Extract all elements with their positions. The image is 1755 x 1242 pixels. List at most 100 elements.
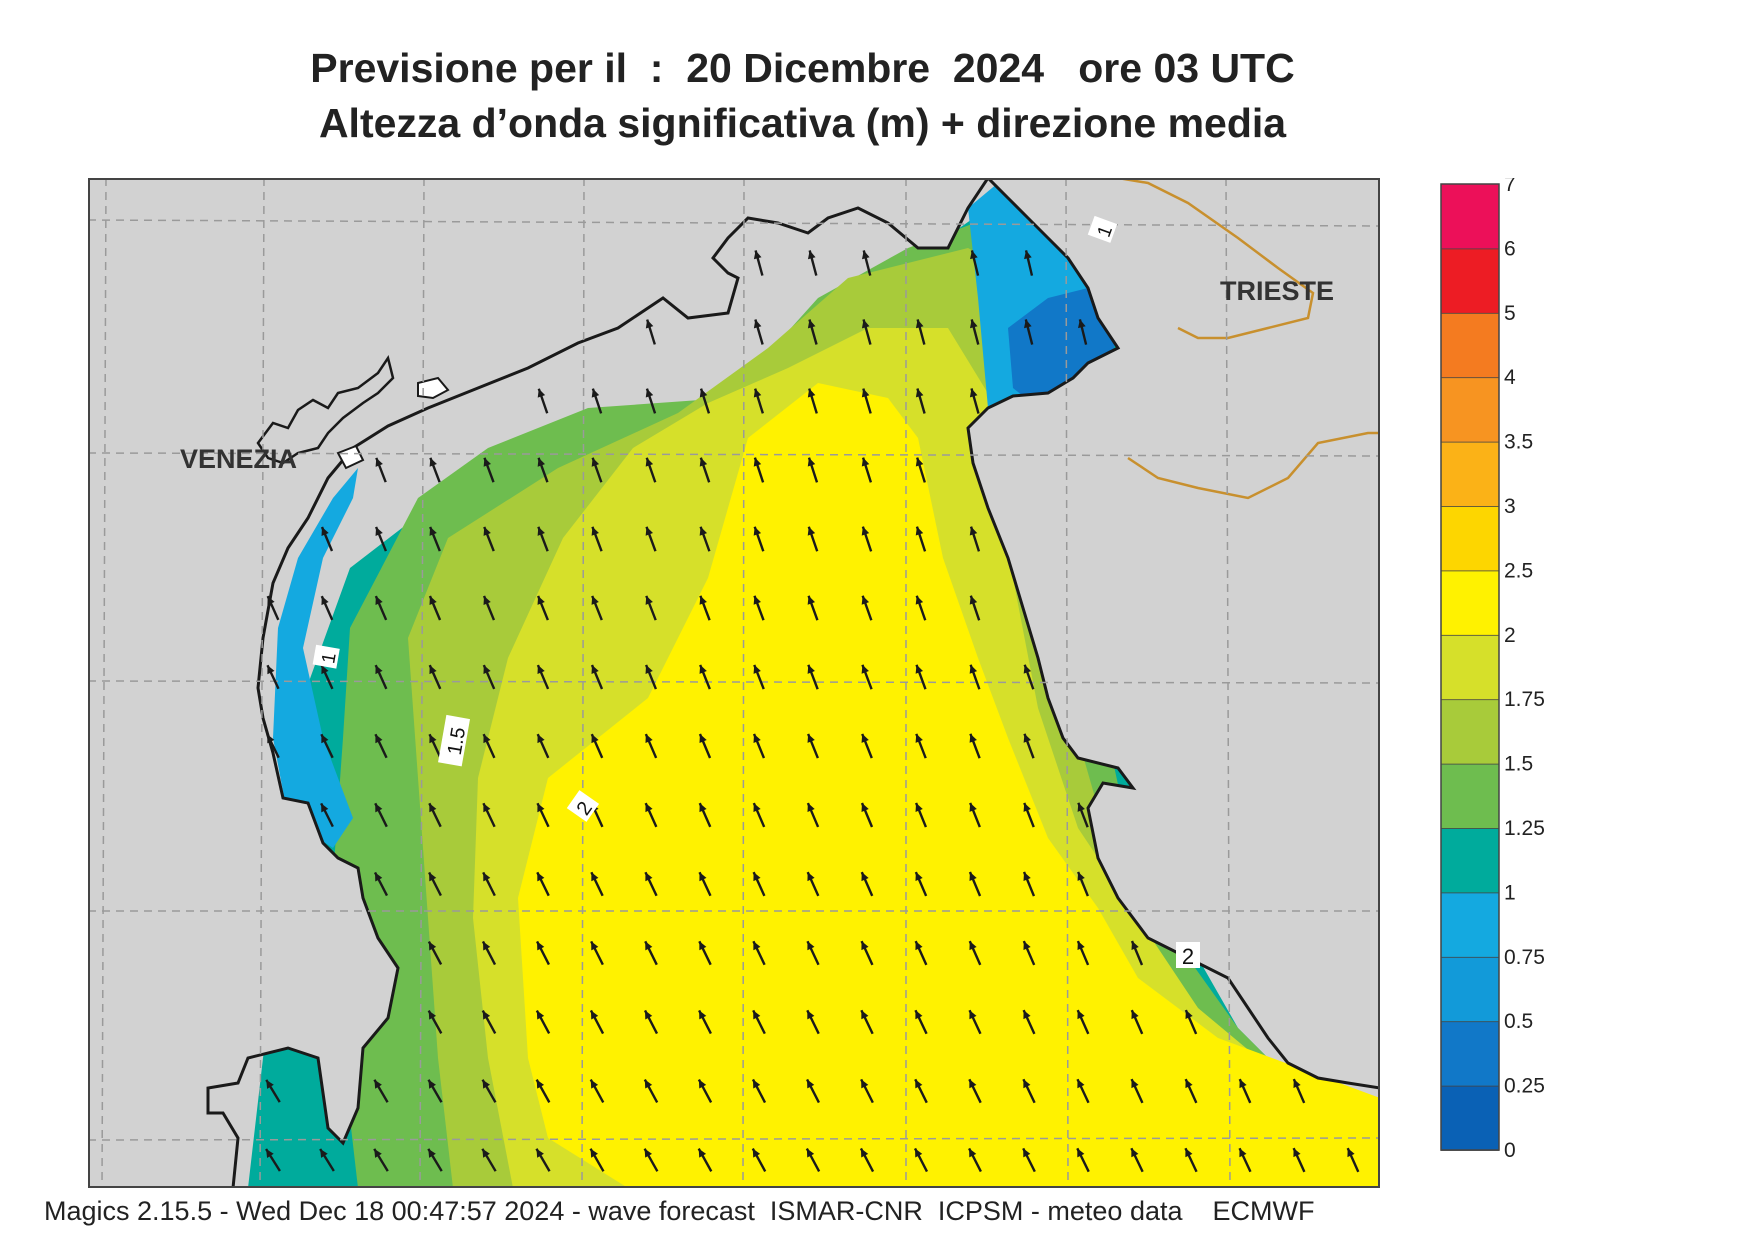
wave-arrow-head xyxy=(483,526,491,536)
wave-arrow-head xyxy=(753,526,762,536)
wave-arrow-head xyxy=(807,595,816,605)
wave-arrow-head xyxy=(915,457,924,467)
wave-arrow-head xyxy=(375,734,383,744)
wave-arrow-head xyxy=(1023,1079,1031,1089)
wave-arrow-head xyxy=(1185,1079,1193,1089)
wave-arrow-head xyxy=(644,1148,653,1158)
wave-arrow-head xyxy=(1078,319,1086,329)
wave-arrow-head xyxy=(429,803,437,813)
wave-arrow-head xyxy=(969,941,977,951)
wave-arrow-head xyxy=(483,734,491,744)
wave-arrow-head xyxy=(753,1010,761,1020)
wave-arrow-head xyxy=(861,872,869,882)
wave-arrow-head xyxy=(969,1079,977,1089)
wave-arrow-head xyxy=(807,457,816,467)
wave-arrow-head xyxy=(753,664,761,674)
colorbar-legend: 7 6 5 4 3.5 3 2.5 2 1.75 1.5 1.25 1 0.75 0.5 0.25 0 xyxy=(1440,178,1545,1162)
wave-arrow-head xyxy=(321,665,329,675)
meridian xyxy=(1065,178,1069,1188)
wave-zone-yellow xyxy=(518,383,1380,1188)
wave-arrow-head xyxy=(590,1079,599,1089)
parallel xyxy=(88,680,1380,684)
legend-tick-label: 1.5 xyxy=(1504,753,1533,776)
wave-arrow-head xyxy=(537,803,545,813)
legend-tick-label: 1.25 xyxy=(1504,817,1545,840)
lagoon-inner-island-2 xyxy=(336,444,365,470)
wave-arrow-head xyxy=(267,665,275,675)
wave-arrow-head xyxy=(753,319,762,329)
wave-arrow-head xyxy=(915,941,923,951)
wave-arrow-head xyxy=(375,596,383,606)
wave-arrow-head xyxy=(861,457,870,467)
wave-arrow-head xyxy=(429,665,437,675)
wave-arrow-head xyxy=(591,664,599,674)
wave-arrow-head xyxy=(645,941,653,951)
wave-arrow-head xyxy=(861,526,870,536)
meridian xyxy=(259,178,265,1188)
wave-arrow-head xyxy=(752,1079,761,1089)
wave-arrow-head xyxy=(915,595,924,605)
wave-direction-arrows xyxy=(265,250,1360,1173)
legend-tick-label: 7 xyxy=(1504,178,1516,196)
contour-label-text: 1.5 xyxy=(444,726,470,757)
legend-tick-label: 6 xyxy=(1504,237,1516,260)
wave-arrow-head xyxy=(1077,941,1085,951)
wave-arrow-head xyxy=(267,596,275,606)
parallel xyxy=(88,219,1380,227)
wave-arrow-head xyxy=(915,872,923,882)
wave-arrow-head xyxy=(807,526,816,536)
legend-swatch xyxy=(1440,698,1500,765)
wave-arrow-head xyxy=(591,388,600,398)
wave-arrow-head xyxy=(591,734,599,744)
wave-arrow-head xyxy=(915,733,923,743)
wave-arrow-head xyxy=(537,941,545,951)
wave-arrow-head xyxy=(915,526,924,536)
wave-arrow-head xyxy=(969,595,978,605)
legend-frame xyxy=(1440,183,1500,1151)
wave-arrow-head xyxy=(1077,1079,1085,1089)
wave-arrow-head xyxy=(537,526,545,536)
city-label-venezia: VENEZIA xyxy=(180,444,297,474)
wave-arrow-head xyxy=(1239,1148,1247,1158)
wave-arrow-head xyxy=(807,664,815,674)
wave-arrow-head xyxy=(699,872,707,882)
wave-arrow-head xyxy=(1024,250,1032,260)
wave-arrow-head xyxy=(969,664,978,674)
legend-swatch xyxy=(1440,569,1500,636)
wave-arrow-head xyxy=(1185,1148,1193,1158)
border-line-south xyxy=(1127,431,1380,500)
legend-tick-label: 3 xyxy=(1504,495,1516,518)
wave-arrow-head xyxy=(537,665,545,675)
wave-arrow-head xyxy=(807,1079,815,1089)
meridian xyxy=(581,178,585,1188)
wave-arrow-head xyxy=(375,872,383,882)
wave-arrow-head xyxy=(429,457,437,467)
wave-arrow-head xyxy=(429,596,437,606)
wave-arrow-head xyxy=(536,1010,545,1020)
legend-swatch xyxy=(1440,183,1500,250)
istria-land xyxy=(966,178,1380,1090)
wave-arrow-head xyxy=(969,319,978,329)
wave-arrow-head xyxy=(590,1148,598,1158)
meridian xyxy=(419,178,425,1188)
wave-arrow-head xyxy=(861,941,869,951)
lagoon-inner-island xyxy=(417,376,450,400)
legend-tick-label: 4 xyxy=(1504,366,1516,389)
wave-arrow-head xyxy=(645,664,653,674)
wave-arrow-head xyxy=(374,1079,382,1089)
legend-tick-label: 0.5 xyxy=(1504,1010,1533,1033)
wave-arrow-head xyxy=(807,319,816,329)
wave-arrow-head xyxy=(860,1148,869,1158)
wave-arrow-head xyxy=(969,1010,977,1020)
wave-arrow-head xyxy=(1077,802,1085,812)
wave-arrow-head xyxy=(537,457,546,467)
wave-arrow-head xyxy=(429,872,437,882)
parallel xyxy=(88,452,1380,457)
legend-tick-label: 5 xyxy=(1504,302,1516,325)
wave-arrow-head xyxy=(645,734,653,744)
wave-arrow-head xyxy=(429,526,437,536)
wave-arrow-head xyxy=(861,388,870,398)
legend-tick-label: 1 xyxy=(1504,881,1516,904)
wave-arrow-head xyxy=(861,733,869,743)
wave-arrow-head xyxy=(1023,664,1032,674)
